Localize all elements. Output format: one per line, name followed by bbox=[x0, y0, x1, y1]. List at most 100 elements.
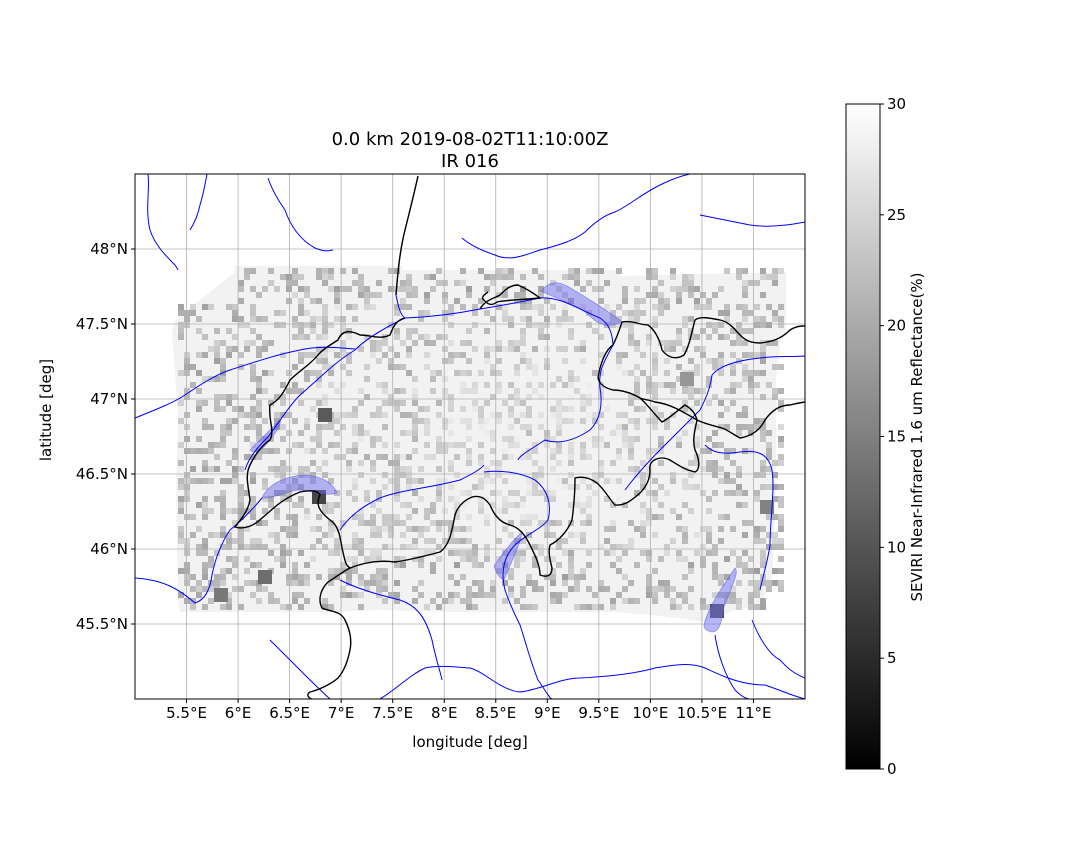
field-cell bbox=[364, 334, 370, 340]
field-cell bbox=[496, 412, 502, 418]
field-cell bbox=[322, 598, 328, 604]
field-cell bbox=[292, 514, 298, 520]
field-cell bbox=[730, 370, 736, 376]
field-cell bbox=[202, 334, 208, 340]
field-cell bbox=[772, 268, 778, 274]
field-cell bbox=[694, 484, 700, 490]
field-cell bbox=[322, 268, 328, 274]
field-cell bbox=[598, 268, 604, 274]
field-cell bbox=[670, 586, 676, 592]
field-cell bbox=[604, 478, 610, 484]
field-cell bbox=[304, 562, 310, 568]
field-cell bbox=[472, 406, 478, 412]
field-cell bbox=[742, 412, 748, 418]
field-cell bbox=[520, 592, 526, 598]
field-cell bbox=[322, 604, 328, 610]
field-cell bbox=[292, 388, 298, 394]
field-cell bbox=[340, 328, 346, 334]
field-cell bbox=[742, 364, 748, 370]
field-cell bbox=[316, 514, 322, 520]
field-cell bbox=[574, 484, 580, 490]
field-cell bbox=[628, 328, 634, 334]
river-inn bbox=[624, 355, 805, 491]
field-cell bbox=[676, 604, 682, 610]
river-east-1 bbox=[699, 214, 805, 227]
field-cell bbox=[340, 322, 346, 328]
field-cell bbox=[772, 364, 778, 370]
x-tick-label: 11°E bbox=[735, 704, 771, 722]
field-cell bbox=[274, 448, 280, 454]
field-cell bbox=[364, 430, 370, 436]
field-cell bbox=[568, 556, 574, 562]
field-cell bbox=[598, 412, 604, 418]
field-cell bbox=[202, 586, 208, 592]
field-cell bbox=[304, 598, 310, 604]
field-cell bbox=[256, 400, 262, 406]
field-cell bbox=[616, 544, 622, 550]
field-cell bbox=[364, 490, 370, 496]
field-cell bbox=[328, 322, 334, 328]
field-cell bbox=[508, 502, 514, 508]
field-cell bbox=[610, 430, 616, 436]
field-cell bbox=[628, 466, 634, 472]
field-cell bbox=[178, 310, 184, 316]
field-cell bbox=[340, 412, 346, 418]
field-cell bbox=[454, 562, 460, 568]
field-cell bbox=[778, 556, 784, 562]
field-cell bbox=[382, 382, 388, 388]
field-cell bbox=[346, 304, 352, 310]
field-cell bbox=[400, 298, 406, 304]
field-cell bbox=[718, 574, 724, 580]
field-cell bbox=[370, 436, 376, 442]
field-cell bbox=[682, 592, 688, 598]
field-cell bbox=[412, 538, 418, 544]
field-cell bbox=[292, 562, 298, 568]
field-cell bbox=[742, 568, 748, 574]
field-cell bbox=[412, 448, 418, 454]
field-cell bbox=[358, 574, 364, 580]
field-cell bbox=[700, 448, 706, 454]
field-cell bbox=[592, 268, 598, 274]
field-cell bbox=[232, 574, 238, 580]
field-cell bbox=[406, 514, 412, 520]
field-cell bbox=[532, 490, 538, 496]
field-cell bbox=[742, 376, 748, 382]
field-cell bbox=[202, 502, 208, 508]
field-cell bbox=[424, 508, 430, 514]
field-cell bbox=[610, 544, 616, 550]
field-cell bbox=[268, 400, 274, 406]
river-aare bbox=[244, 317, 406, 471]
field-cell bbox=[196, 370, 202, 376]
field-cell bbox=[352, 496, 358, 502]
river-north-2 bbox=[189, 174, 208, 231]
field-cell bbox=[298, 298, 304, 304]
field-cell bbox=[556, 418, 562, 424]
field-cell bbox=[478, 424, 484, 430]
field-cell bbox=[484, 514, 490, 520]
field-cell bbox=[454, 526, 460, 532]
field-cell bbox=[490, 490, 496, 496]
field-cell bbox=[718, 478, 724, 484]
field-cell bbox=[514, 490, 520, 496]
field-cell bbox=[400, 412, 406, 418]
field-cell bbox=[610, 562, 616, 568]
field-cell bbox=[592, 286, 598, 292]
field-cell bbox=[220, 436, 226, 442]
field-cell bbox=[442, 598, 448, 604]
colorbar-tick-label: 30 bbox=[887, 95, 906, 113]
field-cell bbox=[352, 538, 358, 544]
field-cell bbox=[706, 382, 712, 388]
field-cell bbox=[490, 316, 496, 322]
field-cell bbox=[226, 508, 232, 514]
field-cell bbox=[520, 274, 526, 280]
field-cell bbox=[694, 388, 700, 394]
field-cell bbox=[646, 556, 652, 562]
field-cell bbox=[316, 352, 322, 358]
field-cell bbox=[520, 538, 526, 544]
field-cell bbox=[700, 556, 706, 562]
field-cell bbox=[598, 388, 604, 394]
field-cell bbox=[262, 586, 268, 592]
field-cell bbox=[634, 490, 640, 496]
field-cell bbox=[208, 466, 214, 472]
field-cell bbox=[334, 502, 340, 508]
